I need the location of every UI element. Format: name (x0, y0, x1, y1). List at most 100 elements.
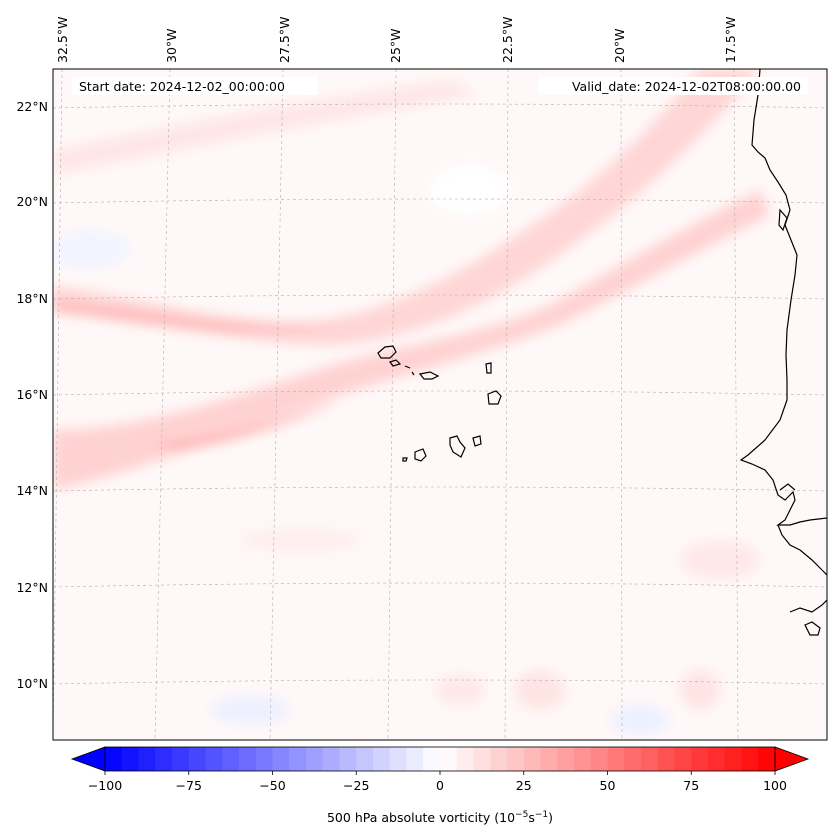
vorticity-band-south (53, 190, 770, 490)
colorbar-bin (540, 747, 558, 771)
colorbar-bin (624, 747, 642, 771)
colorbar-bin (105, 747, 123, 771)
lat-label: 20°N (16, 194, 48, 209)
island (487, 390, 502, 405)
meridian-line (387, 69, 397, 740)
colorbar-bin (708, 747, 726, 771)
colorbar-bin (607, 747, 625, 771)
colorbar-tick-label: 100 (763, 778, 787, 793)
lat-label: 16°N (16, 387, 48, 402)
vorticity-blob (53, 230, 130, 270)
colorbar-bin (121, 747, 139, 771)
colorbar-bin (306, 747, 324, 771)
meridian-line (269, 69, 284, 740)
coastline (789, 599, 827, 613)
island (418, 371, 440, 380)
colorbar-bin (674, 747, 692, 771)
colorbar-bin (138, 747, 156, 771)
colorbar-bin (507, 747, 525, 771)
island (377, 345, 397, 359)
colorbar-bin (741, 747, 759, 771)
vorticity-field (53, 69, 770, 735)
colorbar: −100 −75 −50 −25 0 25 50 75 100 500 hPa absolute… (70, 746, 810, 825)
island (414, 448, 427, 462)
island (411, 371, 415, 376)
vorticity-blob (240, 528, 360, 552)
lon-label: 17.5°W (723, 17, 738, 63)
colorbar-tick-label: −50 (259, 778, 285, 793)
colorbar-bin (758, 747, 776, 771)
lon-label: 27.5°W (277, 17, 292, 63)
colorbar-bin (590, 747, 608, 771)
lon-label: 25°W (388, 28, 403, 63)
parallel-line (53, 582, 827, 588)
vorticity-blob (515, 670, 565, 710)
cape-verde-islands (377, 345, 502, 462)
parallel-line (53, 103, 827, 109)
meridian-line (733, 69, 739, 740)
colorbar-tick-label: 0 (436, 778, 444, 793)
colorbar-bin (205, 747, 223, 771)
colorbar-bin (272, 747, 290, 771)
colorbar-bin (356, 747, 374, 771)
colorbar-bin (155, 747, 173, 771)
vorticity-blob (680, 540, 760, 580)
parallel-line (53, 390, 827, 396)
lat-label: 14°N (16, 483, 48, 498)
parallel-line (53, 679, 827, 685)
colorbar-tick-label: 50 (600, 778, 616, 793)
start-date-label: Start date: 2024-12-02_00:00:00 (79, 79, 285, 94)
vorticity-blob (680, 670, 720, 710)
lon-label: 22.5°W (500, 17, 515, 63)
colorbar-bin (373, 747, 391, 771)
lon-label: 20°W (612, 28, 627, 63)
meridian-line (53, 69, 63, 740)
colorbar-bin (724, 747, 742, 771)
colorbar-bin (456, 747, 474, 771)
colorbar-bin (473, 747, 491, 771)
colorbar-ticks: −100 −75 −50 −25 0 25 50 75 100 (88, 771, 787, 793)
colorbar-bin (557, 747, 575, 771)
vorticity-blob (610, 705, 670, 735)
parallel-line (53, 198, 827, 204)
lon-label: 32.5°W (55, 17, 70, 63)
meridian-line (620, 69, 623, 740)
colorbar-bins (105, 747, 776, 771)
lat-label: 22°N (16, 99, 48, 114)
colorbar-extend-max (774, 746, 810, 772)
colorbar-bin (574, 747, 592, 771)
lat-label: 10°N (16, 676, 48, 691)
colorbar-bin (339, 747, 357, 771)
island (449, 435, 466, 458)
vorticity-streak-upper (53, 80, 480, 175)
parallel-line (53, 486, 827, 492)
colorbar-bin (440, 747, 458, 771)
vorticity-band-south-core (150, 400, 340, 450)
colorbar-bin (523, 747, 541, 771)
colorbar-bin (188, 747, 206, 771)
colorbar-bin (423, 747, 441, 771)
gridlines (53, 69, 827, 740)
colorbar-bin (255, 747, 273, 771)
island (472, 435, 482, 447)
valid-date-label: Valid_date: 2024-12-02T08:00:00.00 (572, 79, 801, 94)
colorbar-tick-label: −25 (343, 778, 369, 793)
coastline (779, 483, 796, 491)
colorbar-bin (322, 747, 340, 771)
colorbar-bin (406, 747, 424, 771)
colorbar-tick-label: −75 (176, 778, 202, 793)
vorticity-blob (430, 165, 510, 215)
colorbar-bin (222, 747, 240, 771)
colorbar-bin (289, 747, 307, 771)
colorbar-bin (657, 747, 675, 771)
colorbar-tick-label: −100 (88, 778, 122, 793)
start-date-box (72, 77, 318, 95)
valid-date-box (538, 77, 808, 95)
lat-label: 12°N (16, 580, 48, 595)
coastline (778, 208, 788, 232)
vorticity-band-core (53, 300, 350, 332)
map-panel (53, 69, 827, 740)
island (389, 359, 402, 367)
colorbar-bin (389, 747, 407, 771)
